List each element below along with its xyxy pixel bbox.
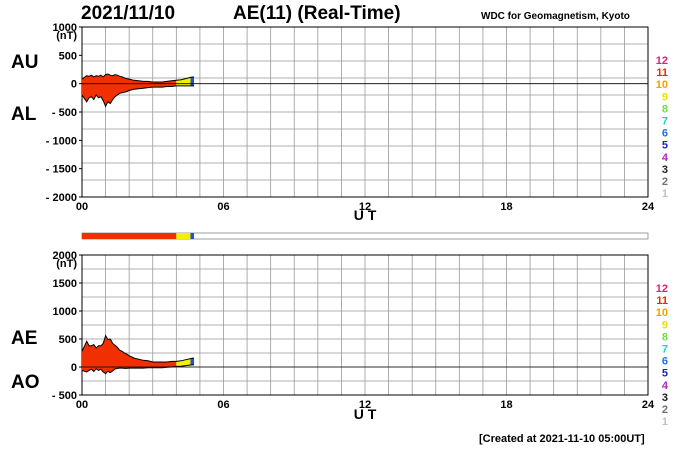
x-axis-label: U T [354, 406, 377, 422]
panel-1 [79, 26, 649, 198]
hour-legend-entry: 10 [656, 79, 668, 91]
created-timestamp: [Created at 2021-11-10 05:00UT] [479, 433, 645, 445]
y-tick-label: 500 [59, 334, 77, 346]
hour-legend-entry: 4 [662, 152, 669, 164]
x-tick-label: 06 [217, 201, 229, 213]
status-bar-segment [82, 233, 177, 239]
x-tick-label: 12 [359, 201, 371, 213]
y-tick-label: - 1000 [46, 135, 77, 147]
hour-legend-entry: 2 [662, 404, 668, 416]
hour-legend-entry: 12 [656, 283, 668, 295]
activity-fill-segment [190, 358, 194, 366]
plot-title: AE(11) (Real-Time) [233, 3, 401, 24]
y-tick-label: - 1500 [46, 164, 77, 176]
hour-legend-entry: 5 [662, 140, 668, 152]
panel2-label-ao: AO [11, 372, 40, 393]
status-bar [81, 232, 649, 240]
series-line-au [81, 73, 195, 83]
y-tick-label: 0 [71, 79, 77, 91]
plot-date: 2021/11/10 [81, 3, 176, 24]
status-bar-segment [190, 233, 195, 239]
hour-legend-entry: 9 [662, 319, 668, 331]
series-line-ae [81, 334, 195, 363]
hour-legend-entry: 11 [656, 295, 668, 307]
activity-fill-segment [176, 358, 191, 367]
x-tick-label: 18 [500, 201, 512, 213]
hour-legend-entry: 2 [662, 176, 668, 188]
activity-fill-segment [82, 335, 177, 374]
activity-fill-segment [82, 74, 177, 107]
plot-frame [81, 254, 649, 396]
x-tick-label: 12 [359, 399, 371, 411]
y-tick-label: 0 [71, 362, 77, 374]
hour-legend-entry: 5 [662, 368, 668, 380]
x-tick-label: 24 [642, 201, 655, 213]
hour-legend-entry: 3 [662, 164, 668, 176]
hour-legend-entry: 9 [662, 91, 668, 103]
x-axis-label: U T [354, 207, 377, 223]
hour-legend-entry: 6 [662, 356, 668, 368]
hour-legend-entry: 1 [662, 416, 668, 428]
y-tick-label: 2000 [53, 250, 77, 262]
hour-legend-entry: 12 [656, 55, 668, 67]
series-line-al [81, 85, 194, 108]
x-tick-label: 00 [76, 201, 88, 213]
hour-legend-entry: 7 [662, 116, 668, 128]
panel-2 [79, 254, 649, 396]
y-tick-label: 500 [59, 50, 77, 62]
x-tick-label: 06 [217, 399, 229, 411]
y-tick-label: 1000 [53, 22, 77, 34]
status-bar-segment [176, 233, 191, 239]
hour-legend-entry: 6 [662, 128, 668, 140]
x-tick-label: 18 [500, 399, 512, 411]
y-tick-label: - 2000 [46, 192, 77, 204]
y-tick-label: 1500 [53, 278, 77, 290]
x-tick-label: 00 [76, 399, 88, 411]
hour-legend-entry: 3 [662, 392, 668, 404]
hour-legend-entry: 11 [656, 67, 668, 79]
data-source: WDC for Geomagnetism, Kyoto [481, 11, 630, 22]
hour-legend-entry: 8 [662, 331, 668, 343]
panel1-label-au: AU [11, 52, 39, 73]
hour-legend-entry: 4 [662, 380, 669, 392]
hour-legend-entry: 8 [662, 103, 668, 115]
y-unit-label: (nT) [56, 258, 77, 270]
y-tick-label: 1000 [53, 306, 77, 318]
x-tick-label: 24 [642, 399, 655, 411]
hour-legend-entry: 1 [662, 188, 668, 200]
panel1-label-al: AL [11, 104, 37, 125]
hour-legend-entry: 10 [656, 307, 668, 319]
y-unit-label: (nT) [56, 30, 77, 42]
hour-legend-entry: 7 [662, 344, 668, 356]
y-tick-label: - 500 [52, 390, 77, 402]
panel2-label-ae: AE [11, 328, 38, 349]
y-tick-label: - 500 [52, 107, 77, 119]
